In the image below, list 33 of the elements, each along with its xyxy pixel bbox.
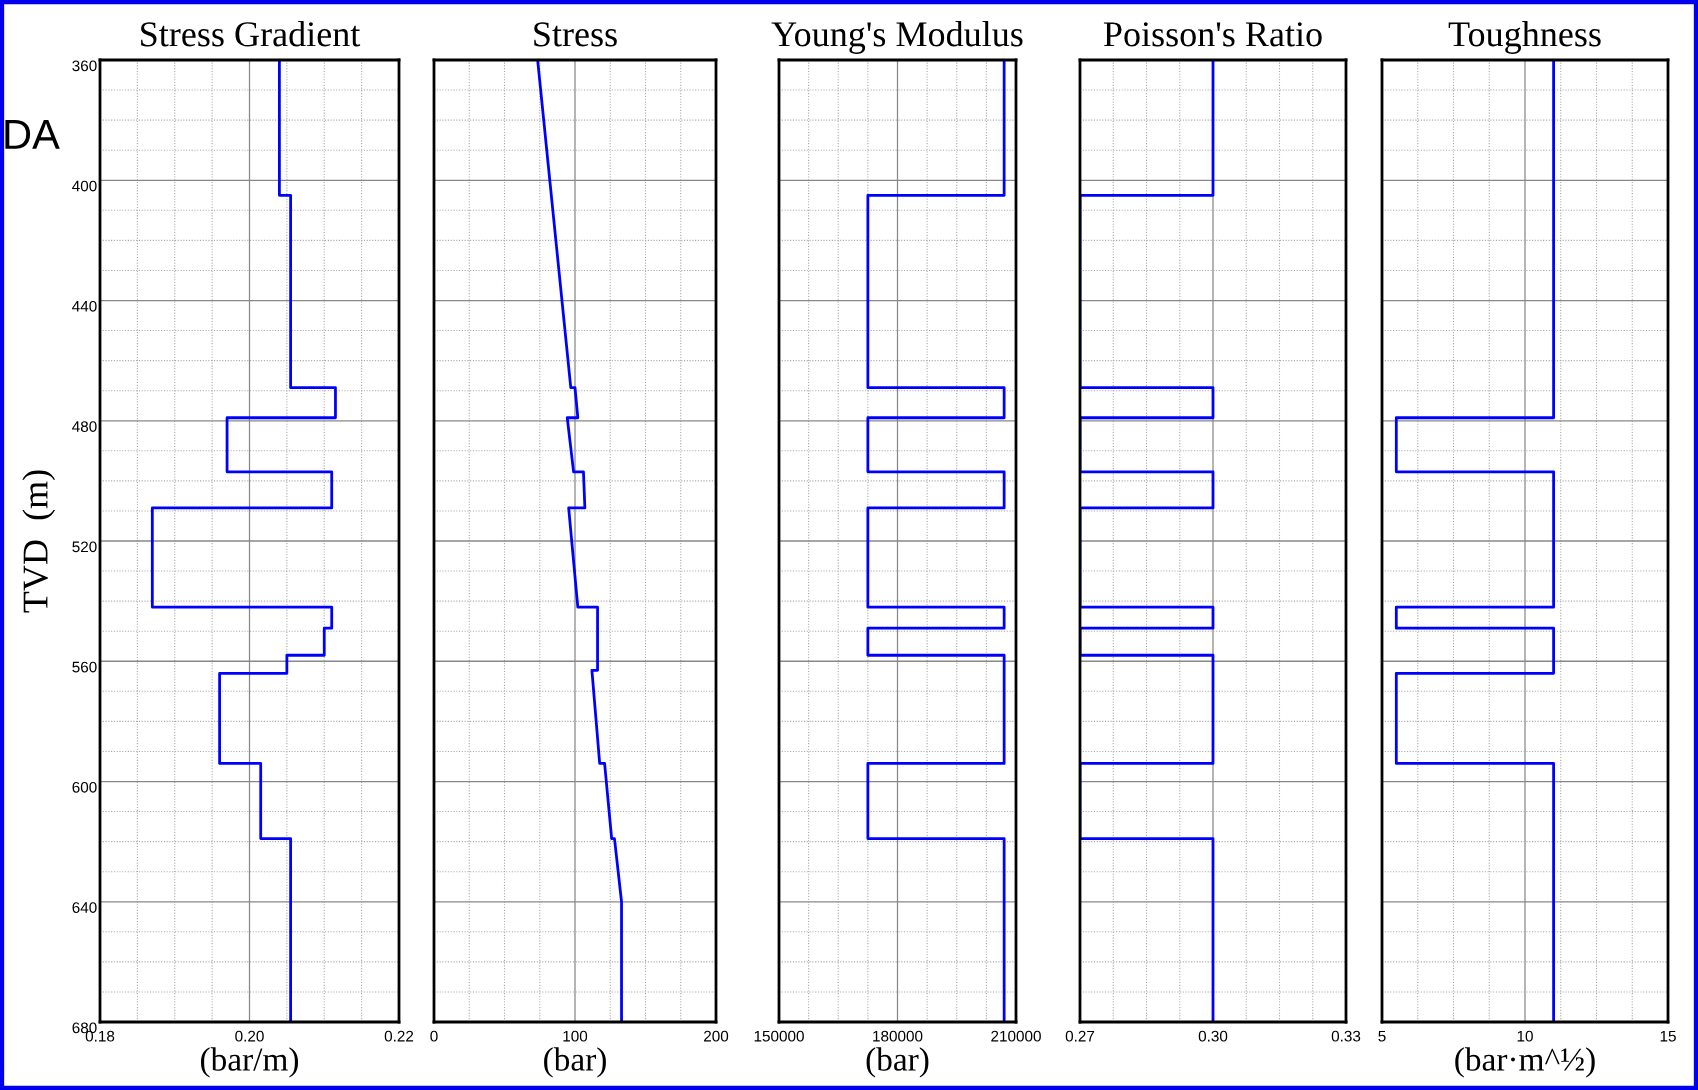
x-tick-label: 0.30: [1198, 1030, 1228, 1042]
chart-title: Young's Modulus: [771, 21, 1023, 54]
x-tick-label: 180000: [873, 1030, 923, 1042]
x-tick-label: 200: [704, 1030, 729, 1042]
x-axis-title: (bar·m^½): [1455, 1047, 1595, 1078]
y-tick-label: 360: [72, 60, 97, 72]
y-axis-title: TVD (m): [22, 470, 56, 613]
y-tick-label: 520: [72, 541, 97, 553]
x-tick-label: 15: [1660, 1030, 1676, 1042]
x-tick-label: 150000: [754, 1030, 804, 1042]
y-tick-label: 600: [72, 781, 97, 793]
chart-title: Stress: [534, 22, 617, 47]
x-tick-label: 210000: [991, 1030, 1041, 1042]
text: DA: [5, 120, 60, 149]
x-tick-label: 5: [1378, 1030, 1386, 1042]
y-tick-label: 640: [72, 902, 97, 913]
x-axis-title: (bar): [866, 1047, 929, 1078]
x-tick-label: 0.20: [235, 1030, 264, 1042]
chart-title: Stress Gradient: [141, 21, 361, 47]
x-tick-label: 100: [563, 1030, 588, 1042]
x-tick-label: 0: [430, 1030, 438, 1042]
y-tick-label: 560: [72, 661, 97, 673]
x-tick-label: 10: [1517, 1030, 1533, 1042]
x-axis-title: (bar): [544, 1047, 606, 1078]
y-tick-label: 440: [72, 300, 97, 312]
x-tick-label: 0.27: [1065, 1030, 1095, 1042]
x-tick-label: 0.22: [384, 1030, 414, 1042]
y-tick-label: 480: [72, 421, 97, 432]
chart-title: Poisson's Ratio: [1103, 22, 1322, 47]
chart-title: Toughness: [1448, 21, 1601, 54]
y-tick-label: 400: [72, 180, 97, 192]
x-tick-label: 0.33: [1331, 1030, 1361, 1042]
x-axis-title: (bar/m): [200, 1047, 299, 1078]
